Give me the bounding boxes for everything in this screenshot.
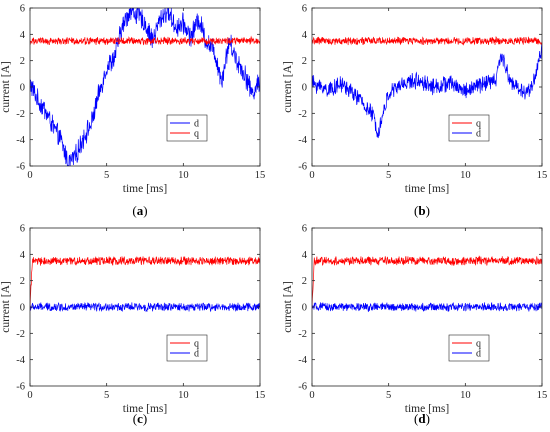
panel-caption: (c) xyxy=(133,411,147,426)
x-tick-label: 5 xyxy=(104,170,109,181)
series-q-line xyxy=(312,255,542,309)
caption-close: ) xyxy=(426,411,430,426)
y-axis-label: current [A] xyxy=(282,281,294,332)
y-tick-label: -6 xyxy=(298,382,307,393)
series-q-line xyxy=(312,36,542,46)
caption-close: ) xyxy=(426,203,430,218)
y-tick-label: 0 xyxy=(302,303,307,314)
y-tick-label: -4 xyxy=(298,135,307,146)
plot-frame xyxy=(29,7,261,167)
legend-label-q: q xyxy=(194,339,199,350)
x-tick-label: 15 xyxy=(537,170,548,181)
y-tick-label: -2 xyxy=(298,109,307,120)
legend: qd xyxy=(448,114,490,142)
legend-label-q: q xyxy=(476,339,481,350)
caption-open: ( xyxy=(414,411,418,426)
x-tick-label: 15 xyxy=(255,390,266,401)
y-tick-label: 6 xyxy=(20,224,25,235)
x-axis-label: time [ms] xyxy=(123,403,167,415)
caption-open: ( xyxy=(132,203,136,218)
y-tick-label: 0 xyxy=(20,303,25,314)
y-tick-label: -2 xyxy=(298,329,307,340)
series-d-line xyxy=(30,301,260,313)
series-d-line xyxy=(312,43,542,139)
series-d-line xyxy=(312,301,542,313)
y-tick-label: 6 xyxy=(20,4,25,15)
x-tick-label: 10 xyxy=(178,390,189,401)
y-tick-label: -4 xyxy=(16,355,25,366)
panel-caption: (d) xyxy=(414,411,430,426)
y-tick-label: 2 xyxy=(20,56,25,67)
panel-b: 0 5 10 15 -6 -4 -2 0 2 4 6 time [ms] current [A] qd (b… xyxy=(282,4,547,219)
x-tick-label: 15 xyxy=(537,390,548,401)
y-tick-label: -6 xyxy=(16,162,25,173)
legend-label-d: d xyxy=(476,129,481,140)
x-tick-label: 10 xyxy=(460,170,471,181)
y-tick-label: 4 xyxy=(302,250,308,261)
y-tick-label: 0 xyxy=(20,83,25,94)
y-tick-label: -2 xyxy=(16,329,25,340)
caption-close: ) xyxy=(143,203,147,218)
caption-letter: b xyxy=(418,203,425,218)
y-tick-label: -4 xyxy=(298,355,307,366)
panel-caption: (b) xyxy=(414,203,430,218)
x-tick-label: 0 xyxy=(309,390,314,401)
x-axis-label: time [ms] xyxy=(405,183,449,195)
legend-label-q: q xyxy=(476,119,481,130)
x-tick-label: 0 xyxy=(27,390,32,401)
y-tick-label: 4 xyxy=(302,30,308,41)
caption-close: ) xyxy=(143,411,147,426)
y-axis-label: current [A] xyxy=(0,281,12,332)
y-tick-label: 6 xyxy=(302,224,307,235)
legend-box xyxy=(166,334,208,362)
y-tick-label: -2 xyxy=(16,109,25,120)
y-tick-label: 2 xyxy=(302,276,307,287)
y-axis-label: current [A] xyxy=(282,61,294,112)
legend-label-d: d xyxy=(476,349,481,360)
y-tick-label: 2 xyxy=(20,276,25,287)
legend: qd xyxy=(448,334,490,362)
y-tick-label: 6 xyxy=(302,4,307,15)
y-tick-label: 2 xyxy=(302,56,307,67)
caption-open: ( xyxy=(133,411,137,426)
caption-letter: d xyxy=(418,411,426,426)
x-tick-label: 0 xyxy=(309,170,314,181)
series-d-line xyxy=(30,8,260,166)
y-axis-label: current [A] xyxy=(0,61,12,112)
series-q-line xyxy=(30,35,260,46)
panel-caption: (a) xyxy=(132,203,147,218)
y-tick-label: 4 xyxy=(20,30,26,41)
legend-box xyxy=(166,114,208,142)
panel-c: 0 5 10 15 -6 -4 -2 0 2 4 6 time [ms] current [A] qd (c… xyxy=(0,224,265,427)
x-axis-label: time [ms] xyxy=(405,403,449,415)
x-tick-label: 5 xyxy=(386,390,391,401)
x-tick-label: 5 xyxy=(386,170,391,181)
caption-open: ( xyxy=(414,203,418,218)
caption-letter: c xyxy=(137,411,143,426)
x-tick-label: 0 xyxy=(27,170,32,181)
caption-letter: a xyxy=(137,203,144,218)
y-tick-label: -6 xyxy=(298,162,307,173)
legend: dq xyxy=(166,114,208,142)
legend-box xyxy=(448,334,490,362)
legend-label-d: d xyxy=(194,119,199,130)
legend-label-d: d xyxy=(194,349,199,360)
x-tick-label: 15 xyxy=(255,170,266,181)
legend: qd xyxy=(166,334,208,362)
x-tick-label: 5 xyxy=(104,390,109,401)
x-tick-label: 10 xyxy=(460,390,471,401)
legend-box xyxy=(448,114,490,142)
panel-a: 0 5 10 15 -6 -4 -2 0 2 4 6 time [ms] current [A] dq (a… xyxy=(0,4,266,219)
x-axis-label: time [ms] xyxy=(123,183,167,195)
y-tick-label: -4 xyxy=(16,135,25,146)
y-tick-label: -6 xyxy=(16,382,25,393)
series-q-line xyxy=(30,256,260,311)
x-tick-label: 10 xyxy=(178,170,189,181)
y-tick-label: 0 xyxy=(302,83,307,94)
y-tick-label: 4 xyxy=(20,250,26,261)
legend-label-q: q xyxy=(194,129,199,140)
